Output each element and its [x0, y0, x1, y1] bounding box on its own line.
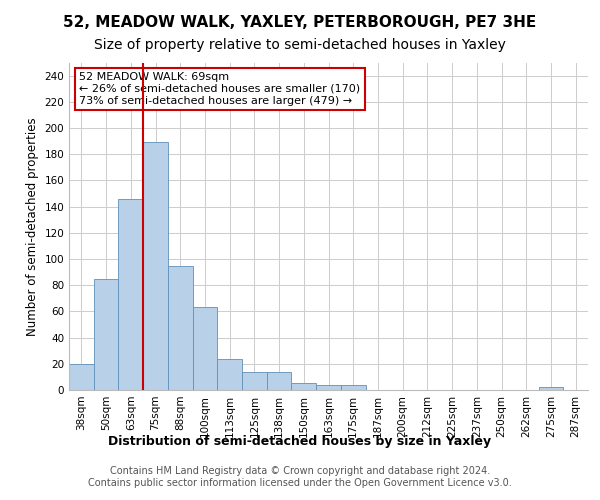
Bar: [539, 388, 563, 390]
Text: 52, MEADOW WALK, YAXLEY, PETERBOROUGH, PE7 3HE: 52, MEADOW WALK, YAXLEY, PETERBOROUGH, P…: [64, 15, 536, 30]
Bar: [69, 364, 94, 390]
Bar: [118, 198, 143, 390]
Text: Contains HM Land Registry data © Crown copyright and database right 2024.
Contai: Contains HM Land Registry data © Crown c…: [88, 466, 512, 487]
Bar: [94, 278, 118, 390]
Text: 52 MEADOW WALK: 69sqm
← 26% of semi-detached houses are smaller (170)
73% of sem: 52 MEADOW WALK: 69sqm ← 26% of semi-deta…: [79, 72, 361, 106]
Bar: [267, 372, 292, 390]
Bar: [292, 384, 316, 390]
Bar: [316, 385, 341, 390]
Bar: [242, 372, 267, 390]
Text: Distribution of semi-detached houses by size in Yaxley: Distribution of semi-detached houses by …: [109, 435, 491, 448]
Bar: [341, 385, 365, 390]
Y-axis label: Number of semi-detached properties: Number of semi-detached properties: [26, 117, 39, 336]
Bar: [143, 142, 168, 390]
Bar: [168, 266, 193, 390]
Bar: [217, 358, 242, 390]
Bar: [193, 308, 217, 390]
Text: Size of property relative to semi-detached houses in Yaxley: Size of property relative to semi-detach…: [94, 38, 506, 52]
